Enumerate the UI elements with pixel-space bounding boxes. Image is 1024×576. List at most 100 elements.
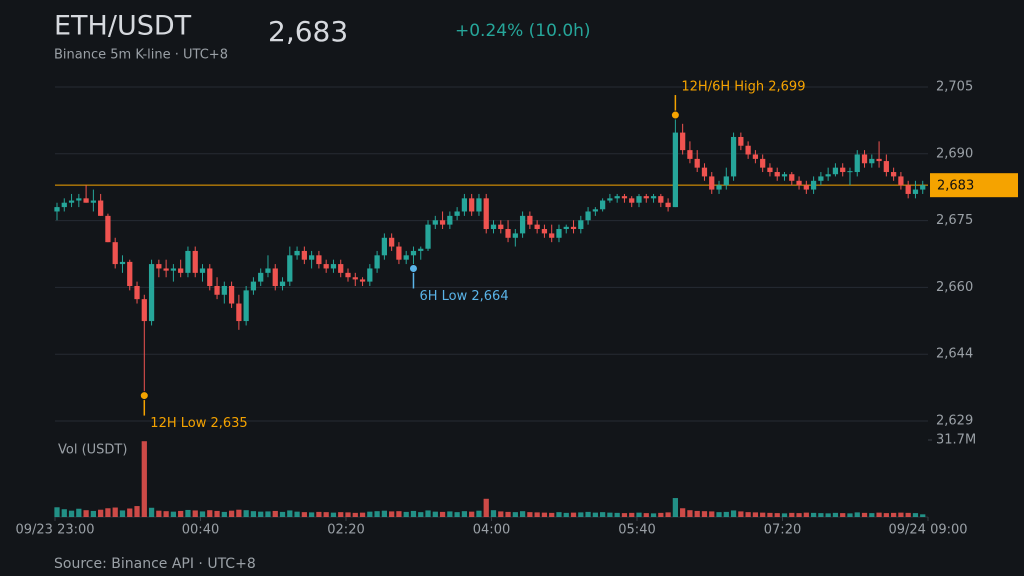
volume-bar bbox=[105, 508, 111, 517]
volume-label: Vol (USDT) bbox=[58, 443, 127, 458]
candle-body bbox=[418, 248, 424, 251]
volume-bar bbox=[432, 511, 438, 517]
candle-body bbox=[687, 150, 693, 159]
candle-body bbox=[461, 198, 468, 212]
candle-body bbox=[840, 167, 846, 173]
volume-bar bbox=[243, 510, 249, 517]
volume-bar bbox=[381, 510, 387, 517]
x-tick-label: 02:20 bbox=[327, 523, 364, 538]
candle-body bbox=[178, 268, 184, 273]
volume-bar bbox=[541, 512, 548, 517]
volume-bar bbox=[214, 510, 220, 517]
volume-bar bbox=[265, 511, 271, 517]
candle-body bbox=[716, 185, 722, 190]
volume-bar bbox=[345, 512, 351, 517]
candle-body bbox=[294, 250, 300, 256]
volume-bar bbox=[461, 511, 468, 517]
candle-body bbox=[767, 167, 773, 173]
candle-body bbox=[680, 132, 686, 151]
x-tick-label: 07:20 bbox=[764, 523, 801, 538]
candle-body bbox=[476, 198, 482, 212]
candle-body bbox=[891, 172, 897, 177]
candle-body bbox=[701, 167, 708, 177]
candle-body bbox=[54, 207, 60, 212]
volume-bar bbox=[178, 510, 184, 517]
volume-bar bbox=[723, 511, 729, 517]
volume-bar bbox=[163, 511, 169, 517]
candle-body bbox=[643, 196, 649, 199]
volume-bar bbox=[287, 510, 293, 517]
volume-bar bbox=[301, 512, 307, 517]
candle-body bbox=[403, 255, 409, 260]
volume-bar bbox=[425, 510, 431, 517]
candle-body bbox=[796, 180, 802, 186]
volume-bar bbox=[119, 510, 126, 517]
volume-bar bbox=[592, 512, 598, 517]
volume-bar bbox=[454, 512, 460, 517]
candle-body bbox=[381, 237, 387, 256]
volume-bar bbox=[585, 511, 591, 517]
candle-body bbox=[272, 268, 278, 286]
candle-body bbox=[228, 285, 235, 304]
candle-body bbox=[61, 202, 67, 208]
candle-body bbox=[119, 261, 126, 265]
chart-subtitle: Binance 5m K-line · UTC+8 bbox=[54, 48, 228, 63]
candle-body bbox=[498, 224, 504, 230]
volume-bar bbox=[650, 513, 657, 517]
candle-body bbox=[105, 215, 111, 243]
volume-bar bbox=[876, 512, 882, 517]
annotation-marker bbox=[408, 263, 418, 273]
candle-body bbox=[68, 200, 75, 203]
candle-body bbox=[920, 185, 926, 190]
volume-bar bbox=[891, 512, 897, 517]
volume-bar bbox=[68, 510, 75, 517]
candle-body bbox=[367, 268, 373, 282]
volume-bar bbox=[367, 511, 373, 517]
candle-body bbox=[338, 264, 344, 273]
volume-bar bbox=[403, 511, 409, 517]
candle-body bbox=[752, 154, 759, 159]
candle-body bbox=[694, 158, 700, 168]
volume-bar bbox=[199, 511, 206, 517]
candle-body bbox=[236, 303, 242, 322]
volume-bar bbox=[534, 512, 540, 517]
candle-body bbox=[658, 196, 664, 203]
annotation-marker bbox=[670, 110, 680, 120]
candle-body bbox=[134, 285, 140, 300]
candle-body bbox=[76, 198, 82, 201]
volume-bar bbox=[490, 510, 497, 517]
volume-bar bbox=[854, 512, 860, 517]
volume-bar bbox=[272, 510, 278, 517]
candle-body bbox=[396, 246, 402, 260]
volume-bar bbox=[294, 511, 300, 517]
volume-bar bbox=[716, 512, 722, 517]
volume-bar bbox=[112, 507, 118, 517]
x-tick-label: 00:40 bbox=[182, 523, 219, 538]
candle-body bbox=[265, 268, 271, 273]
candle-body bbox=[621, 196, 628, 199]
candle-body bbox=[83, 198, 89, 203]
volume-bar bbox=[847, 513, 853, 517]
volume-bar bbox=[90, 510, 96, 517]
volume-bar bbox=[694, 510, 700, 517]
y-tick-label: 2,690 bbox=[936, 146, 973, 161]
volume-bar bbox=[629, 512, 635, 517]
volume-bar bbox=[156, 510, 162, 517]
candle-body bbox=[810, 180, 817, 190]
volume-bar bbox=[338, 512, 344, 517]
volume-bar bbox=[228, 510, 235, 517]
volume-bar bbox=[570, 512, 577, 517]
candle-body bbox=[745, 145, 751, 155]
candle-body bbox=[243, 290, 249, 322]
candle-body bbox=[723, 176, 729, 186]
volume-bar bbox=[810, 512, 817, 517]
candle-body bbox=[374, 255, 380, 269]
candle-body bbox=[861, 154, 868, 164]
volume-bar bbox=[672, 498, 678, 517]
volume-bar bbox=[840, 513, 846, 517]
candle-body bbox=[309, 255, 315, 260]
candle-body bbox=[570, 226, 577, 230]
candle-body bbox=[214, 285, 220, 295]
volume-bar bbox=[83, 510, 89, 517]
